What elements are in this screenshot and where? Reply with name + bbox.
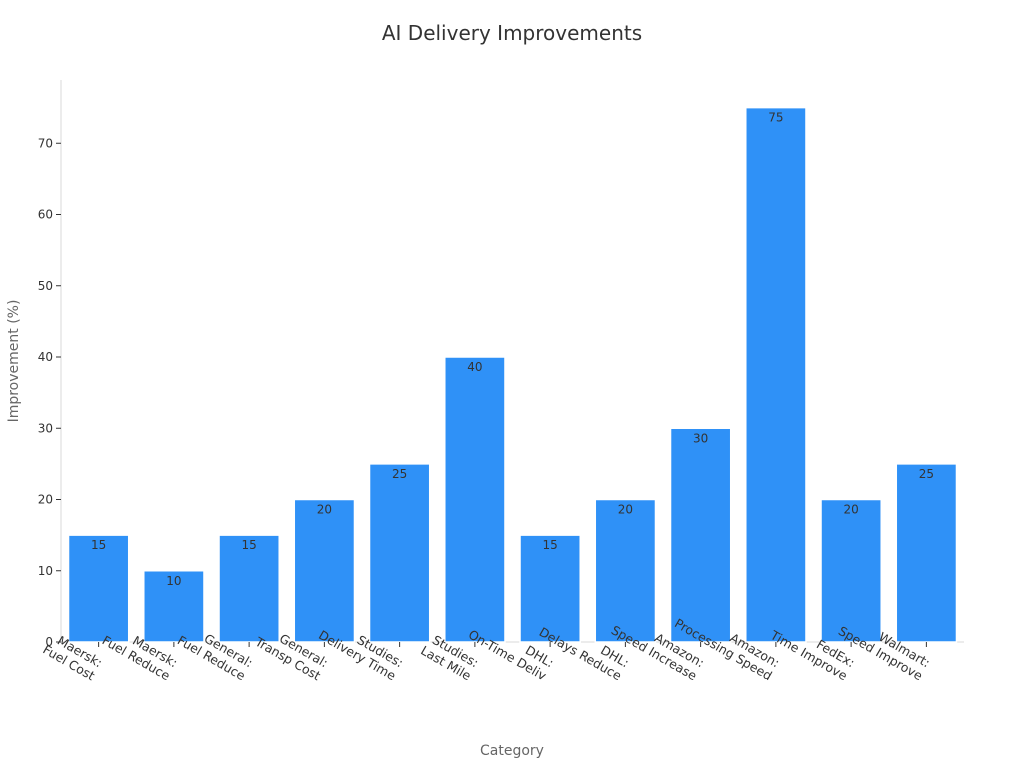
y-tick-label: 50 bbox=[38, 279, 53, 293]
bar-value-label: 25 bbox=[919, 467, 934, 481]
bar-value-label: 20 bbox=[843, 503, 858, 517]
bar-value-label: 75 bbox=[768, 111, 783, 125]
bar bbox=[67, 534, 130, 643]
chart-title: AI Delivery Improvements bbox=[382, 21, 642, 45]
bar bbox=[293, 498, 356, 643]
bar bbox=[669, 427, 732, 643]
y-tick-label: 20 bbox=[38, 493, 53, 507]
bar-value-label: 15 bbox=[241, 538, 256, 552]
bar bbox=[143, 570, 205, 643]
bar bbox=[444, 356, 506, 643]
y-axis-title: Improvement (%) bbox=[6, 300, 22, 423]
y-tick-label: 40 bbox=[38, 350, 53, 364]
bar bbox=[368, 463, 431, 643]
bar-value-label: 10 bbox=[166, 574, 181, 588]
y-tick-label: 10 bbox=[38, 564, 53, 578]
bar-value-label: 25 bbox=[392, 467, 407, 481]
bar bbox=[820, 498, 882, 643]
y-tick-label: 70 bbox=[38, 136, 53, 150]
y-axis-ticks: 0 10 20 30 40 50 60 70 bbox=[38, 136, 61, 649]
y-tick-label: 30 bbox=[38, 421, 53, 435]
bar bbox=[895, 463, 958, 643]
bar-value-label: 20 bbox=[317, 503, 332, 517]
bar-value-label: 20 bbox=[618, 503, 633, 517]
y-tick-label: 60 bbox=[38, 208, 53, 222]
x-axis-title: Category bbox=[480, 743, 544, 759]
bar-value-label: 15 bbox=[91, 538, 106, 552]
bar-value-label: 30 bbox=[693, 431, 708, 445]
bar-value-label: 15 bbox=[542, 538, 557, 552]
bar bbox=[594, 498, 657, 643]
bars-group: 15 10 15 20 25 40 15 20 30 75 20 25 bbox=[67, 106, 958, 643]
bar bbox=[218, 534, 280, 643]
bar bbox=[519, 534, 581, 643]
y-tick-label: 0 bbox=[45, 635, 53, 649]
bar bbox=[745, 106, 807, 643]
bar-value-label: 40 bbox=[467, 360, 482, 374]
